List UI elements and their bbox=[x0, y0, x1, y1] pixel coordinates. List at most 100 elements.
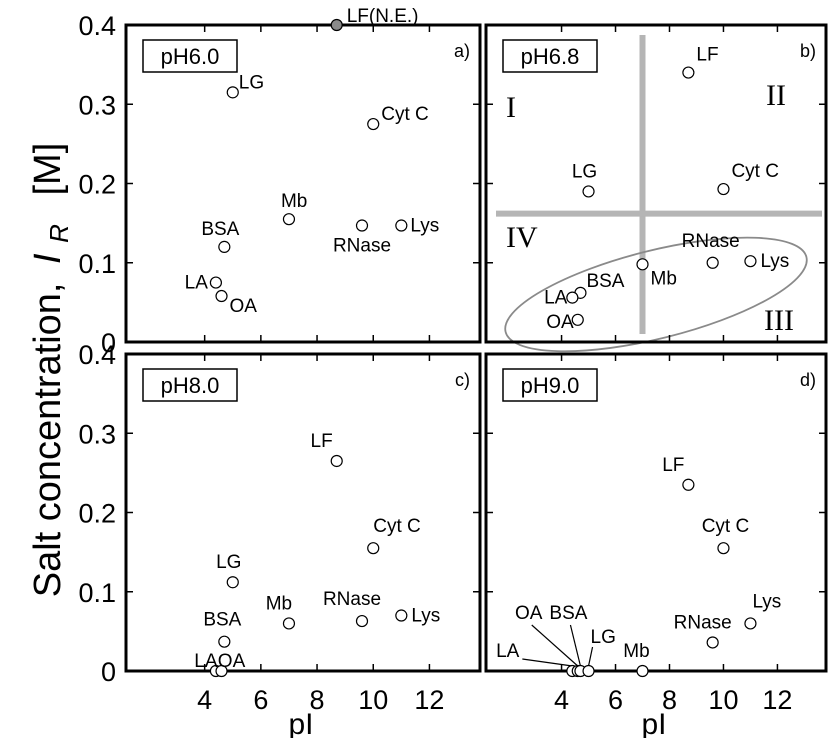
panel-letter: c) bbox=[455, 370, 470, 390]
data-point bbox=[636, 258, 649, 271]
panel-1: 0 0.1 0.2 0.3 0.4 pH6.0 a) LF(N.E.) LG Cyt C Mb BSA… bbox=[78, 6, 482, 358]
x-tick-label: 10 bbox=[358, 685, 388, 715]
point-label: Mb bbox=[266, 593, 292, 614]
data-point bbox=[355, 614, 369, 628]
y-tick-label: 0.1 bbox=[78, 249, 116, 279]
point-label: Lys bbox=[411, 606, 440, 627]
ph-label-box bbox=[142, 39, 238, 73]
point-label: BSA bbox=[203, 610, 241, 631]
y-tick-label: 0.2 bbox=[78, 499, 116, 529]
panel-letter: a) bbox=[454, 41, 470, 61]
quadrant-label-III: III bbox=[764, 304, 794, 337]
point-label: LA bbox=[496, 641, 520, 662]
y-axis-unit: [M] bbox=[27, 143, 69, 196]
data-point bbox=[682, 66, 695, 79]
data-point bbox=[367, 117, 380, 131]
data-point bbox=[226, 86, 239, 99]
data-point bbox=[282, 213, 296, 226]
data-point bbox=[582, 185, 595, 198]
svg-text:Salt concentration, I: Salt concentration, I R [M] bbox=[27, 143, 77, 598]
y-tick-label: 0 bbox=[101, 657, 116, 687]
data-point bbox=[566, 291, 579, 304]
data-point bbox=[571, 313, 584, 326]
point-label: Mb bbox=[281, 191, 307, 212]
point-label: Cyt C bbox=[381, 104, 429, 125]
data-point bbox=[218, 240, 231, 253]
x-axis-label: pI bbox=[288, 708, 313, 738]
y-tick-label: 0.3 bbox=[78, 90, 116, 120]
data-point bbox=[215, 289, 228, 303]
ph-label-box bbox=[502, 368, 598, 402]
ph-label: pH6.0 bbox=[161, 44, 220, 69]
x-tick-label: 12 bbox=[414, 685, 444, 715]
y-axis-label-text: Salt concentration, bbox=[27, 283, 69, 598]
y-axis-subscript: R bbox=[44, 224, 74, 243]
point-label: LG bbox=[572, 161, 597, 182]
point-label: LA bbox=[185, 273, 209, 294]
y-tick-label: 0.1 bbox=[78, 578, 116, 608]
data-point bbox=[282, 617, 296, 630]
label-arrow bbox=[522, 658, 573, 667]
point-label: LF bbox=[311, 431, 333, 452]
point-label: Cyt C bbox=[702, 516, 750, 537]
point-label: BSA bbox=[201, 219, 239, 240]
point-label: RNase bbox=[333, 236, 391, 257]
point-label: Lys bbox=[752, 591, 781, 612]
x-tick-label: 8 bbox=[662, 685, 677, 715]
panel-letter: b) bbox=[800, 41, 816, 61]
x-tick-label: 10 bbox=[708, 685, 738, 715]
point-label: OA bbox=[546, 312, 574, 333]
label-arrow bbox=[531, 624, 579, 667]
point-label: Mb bbox=[651, 268, 677, 289]
point-label: Cyt C bbox=[731, 161, 779, 182]
data-point bbox=[582, 664, 595, 678]
panel-letter: d) bbox=[800, 370, 816, 390]
x-tick-label: 8 bbox=[310, 685, 325, 715]
x-tick-label: 4 bbox=[197, 685, 212, 715]
x-tick-label: 4 bbox=[554, 685, 569, 715]
point-label: Lys bbox=[760, 251, 789, 272]
y-axis-symbol: I bbox=[27, 253, 69, 264]
y-tick-label: 0.4 bbox=[78, 340, 116, 370]
data-point bbox=[226, 576, 239, 589]
x-tick-label: 6 bbox=[253, 685, 268, 715]
data-point bbox=[367, 542, 380, 555]
data-point bbox=[636, 664, 649, 678]
data-point bbox=[717, 542, 730, 555]
point-label: Mb bbox=[623, 641, 649, 662]
data-point bbox=[395, 609, 408, 622]
data-point bbox=[215, 664, 228, 678]
label-arrow bbox=[569, 624, 582, 667]
point-label: BSA bbox=[586, 271, 624, 292]
point-label: LG bbox=[239, 72, 264, 93]
y-tick-label: 0 bbox=[101, 328, 116, 358]
point-label: OA bbox=[218, 651, 246, 672]
point-label: LF bbox=[662, 455, 684, 476]
panel-4: 4 6 8 10 12 pI pH9.0 d) LF Cyt C Lys RNase Mb LA OA BSA… bbox=[484, 352, 828, 738]
y-tick-label: 0.2 bbox=[78, 170, 116, 200]
data-point bbox=[717, 182, 730, 196]
data-point bbox=[209, 276, 223, 289]
panel-3: 4 6 8 10 12 0 0.1 0.2 0.3 0.4 pI pH8.0 c) LF Cyt C LG Mb… bbox=[78, 340, 482, 738]
ph-label-box bbox=[142, 368, 238, 402]
data-point bbox=[330, 18, 343, 32]
y-tick-label: 0.3 bbox=[78, 419, 116, 449]
point-label: BSA bbox=[549, 603, 587, 624]
point-label: RNase bbox=[674, 612, 732, 633]
point-label: LF(N.E.) bbox=[347, 6, 419, 27]
quadrant-label-II: II bbox=[766, 79, 786, 112]
data-point bbox=[744, 617, 757, 630]
point-label: OA bbox=[230, 296, 258, 317]
data-point bbox=[355, 219, 369, 232]
x-tick-label: 6 bbox=[608, 685, 623, 715]
quadrant-label-I: I bbox=[506, 91, 516, 124]
point-label: LA bbox=[194, 651, 218, 672]
data-point bbox=[706, 256, 719, 269]
data-point bbox=[682, 478, 695, 491]
point-label: RNase bbox=[323, 589, 381, 610]
label-arrow bbox=[587, 646, 594, 667]
point-label: LG bbox=[216, 552, 241, 573]
point-label: LF bbox=[696, 45, 718, 66]
